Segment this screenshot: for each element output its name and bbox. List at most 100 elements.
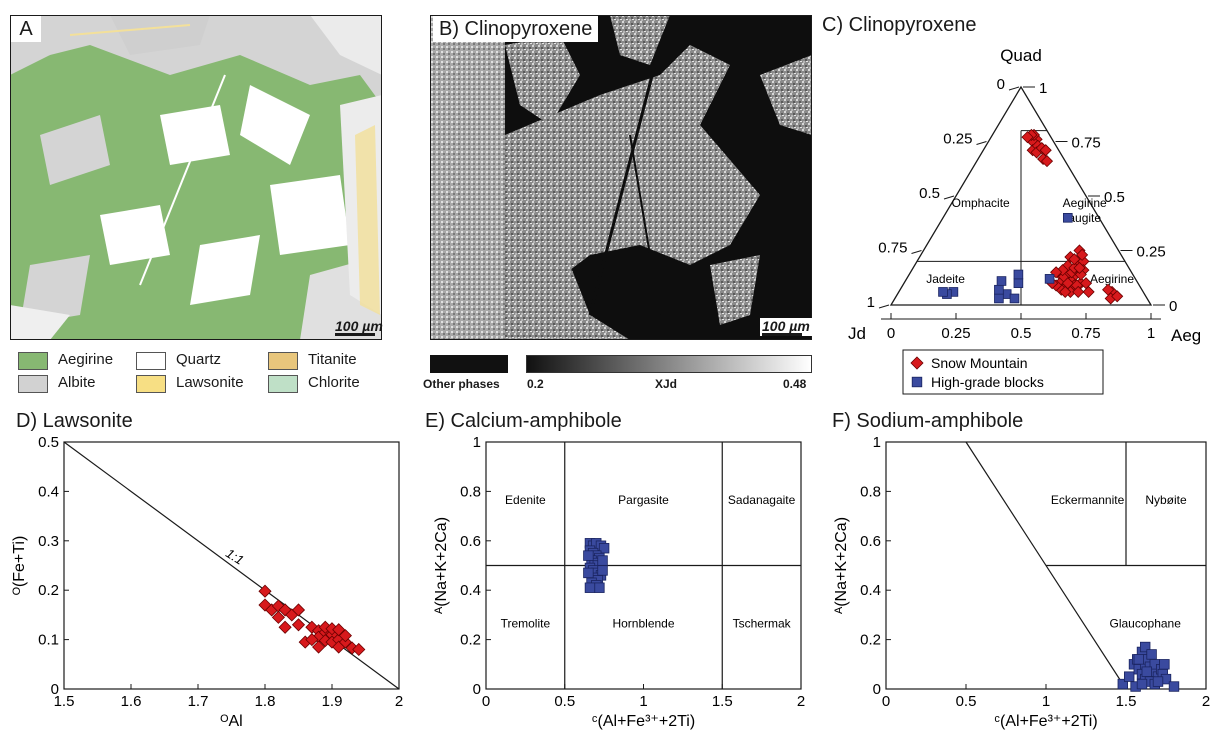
- x-tick-label: 1.5: [1116, 693, 1137, 710]
- apex-label-quad: Quad: [1000, 46, 1042, 65]
- field-label: augite: [1068, 211, 1101, 225]
- data-point: [994, 293, 1004, 304]
- y-tick-label: 0.4: [460, 582, 481, 599]
- y-tick-label: 0.5: [38, 435, 59, 451]
- field-label: Sadanagaite: [728, 493, 796, 507]
- data-point: [597, 555, 608, 566]
- data-point: [1136, 678, 1148, 690]
- x-tick-label: 1.9: [322, 693, 343, 710]
- chart-e-title: E) Calcium-amphibole: [425, 410, 622, 432]
- data-point: [1061, 277, 1074, 290]
- data-point: [1141, 666, 1153, 677]
- legend-swatch-titanite: [268, 352, 298, 370]
- legend-label-albite: Albite: [58, 374, 96, 391]
- legend-swatch-lawsonite: [136, 375, 166, 393]
- legend-marker: [910, 356, 924, 370]
- legend-label: High-grade blocks: [931, 374, 1044, 390]
- tick-label: 0.25: [1137, 244, 1166, 261]
- x-tick-label: 1.5: [54, 693, 75, 710]
- other-phases-label: Other phases: [423, 377, 500, 391]
- data-point: [1073, 261, 1086, 275]
- tick-mark: [943, 195, 955, 200]
- ternary-chart: 0 0.25 0.5 0.75 1 1 0.75 0.5 0.25 0 0 0.25 0.5 0.75 1 Q…: [848, 46, 1200, 395]
- legend-swatch-aegirine: [18, 352, 48, 370]
- tick-label: 0.5: [1011, 325, 1032, 342]
- tick-label: 0.5: [1104, 189, 1125, 206]
- legend-marker: [911, 376, 923, 388]
- data-point: [1062, 212, 1073, 223]
- field-label: Eckermannite: [1051, 493, 1125, 507]
- data-point: [1102, 283, 1115, 296]
- field-label: Pargasite: [618, 493, 669, 507]
- lawsonite-chart: 1.5 1.6 1.7 1.8 1.9 2 0 0.1 0.2 0.3 0.4 0.5 ᴼAl ᴼ(Fe+…: [11, 435, 403, 730]
- panel-a-label: A: [11, 16, 41, 42]
- legend-label-aegirine: Aegirine: [58, 351, 114, 368]
- data-point: [1133, 654, 1145, 665]
- data-point: [1152, 676, 1164, 687]
- colorbar-min-label: 0.2: [527, 377, 544, 391]
- tick-label: 0: [1169, 298, 1177, 315]
- tick-mark: [976, 141, 987, 145]
- data-point: [1159, 659, 1170, 670]
- x-tick-label: 2: [1202, 693, 1210, 710]
- tick-label: 0: [997, 76, 1005, 93]
- data-point: [1082, 285, 1095, 298]
- field-label: Tremolite: [501, 616, 551, 630]
- y-tick-label: 0.3: [38, 533, 59, 550]
- tick-label: 1: [1147, 325, 1155, 342]
- apex-label-jd: Jd: [848, 324, 866, 343]
- tick-mark: [1008, 86, 1020, 91]
- data-point: [1059, 285, 1072, 298]
- x-tick-label: 1.8: [255, 693, 276, 710]
- data-point: [1117, 678, 1129, 690]
- y-tick-label: 0.1: [38, 632, 59, 649]
- field-label: Aegirine: [1063, 196, 1107, 210]
- legend-swatch-chlorite: [268, 375, 298, 393]
- data-point: [271, 610, 285, 624]
- field-label: Jadeite: [926, 272, 965, 286]
- data-point: [584, 582, 596, 593]
- y-tick-label: 0.6: [460, 533, 481, 550]
- legend-box: [902, 349, 1104, 395]
- data-point: [332, 623, 346, 637]
- data-point: [594, 582, 605, 593]
- y-tick-label: 0.8: [460, 483, 481, 500]
- one-to-one-annotation: 1:1: [223, 545, 246, 567]
- data-point: [1044, 274, 1055, 284]
- x-axis-label: ᶜ(Al+Fe³⁺+2Ti): [592, 713, 695, 730]
- data-point: [291, 618, 306, 632]
- data-point: [583, 550, 594, 561]
- data-point: [291, 603, 306, 617]
- x-tick-label: 0: [882, 693, 890, 710]
- legend-swatch-albite: [18, 375, 48, 393]
- tick-label: 0.25: [941, 325, 970, 342]
- tick-label: 0.75: [1072, 135, 1101, 152]
- y-axis-label: ᴬ(Na+K+2Ca): [433, 517, 450, 615]
- data-point: [1072, 285, 1085, 298]
- tick-mark: [878, 304, 890, 309]
- panel-b-scale-bar: 100 µm: [760, 318, 812, 336]
- calcium-amphibole-chart: 0 0.5 1 1.5 2 0 0.2 0.4 0.6 0.8 1 ᶜ(Al+Fe³⁺+2Ti) ᴬ(N…: [433, 435, 805, 730]
- field-label: Glaucophane: [1110, 616, 1182, 630]
- y-axis-label: ᴼ(Fe+Ti): [11, 536, 28, 596]
- plot-frame: [63, 441, 400, 690]
- data-point: [305, 633, 319, 647]
- tick-label: 0.5: [919, 185, 940, 202]
- data-point: [338, 629, 352, 643]
- data-point: [938, 287, 948, 297]
- y-tick-label: 0.8: [860, 483, 881, 500]
- tick-label: 0: [887, 325, 895, 342]
- field-label: Nybøite: [1145, 493, 1187, 507]
- data-point: [1139, 641, 1151, 653]
- y-tick-label: 0: [51, 681, 59, 698]
- x-tick-label: 1: [1042, 693, 1050, 710]
- x-tick-label: 0.5: [956, 693, 977, 710]
- field-boundary-line: [63, 441, 400, 690]
- field-label: Edenite: [505, 493, 546, 507]
- data-point: [1111, 290, 1124, 303]
- data-point: [994, 284, 1004, 295]
- panel-a-scale-bar: 100 µm: [335, 318, 383, 336]
- y-tick-label: 0.4: [860, 582, 881, 599]
- colorbar-title: XJd: [655, 377, 678, 391]
- data-point: [1009, 293, 1020, 304]
